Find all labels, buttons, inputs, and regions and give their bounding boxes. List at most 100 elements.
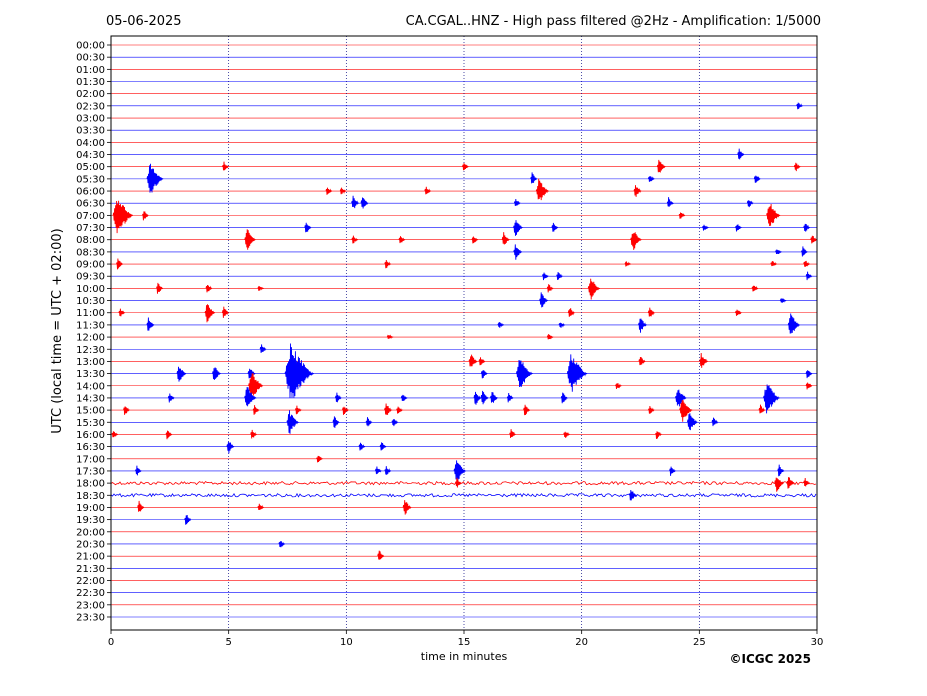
event-trace [751,285,759,292]
event-trace [222,161,229,171]
event-trace [259,344,267,354]
event-trace [497,322,504,328]
event-trace [567,308,575,317]
y-tick-label: 12:30 [76,345,105,356]
vertical-gridlines [228,36,700,630]
event-trace [679,400,693,422]
event-trace [226,441,235,454]
event-trace [774,477,784,492]
y-tick-label: 15:30 [76,418,105,429]
event-trace [379,442,387,451]
event-trace [221,306,229,318]
y-tick-label: 21:30 [76,564,105,575]
event-trace [735,224,742,232]
event-trace [453,460,466,480]
y-tick-label: 06:30 [76,199,105,210]
event-trace [666,197,674,207]
y-tick-label: 02:30 [76,101,105,112]
event-trace [358,442,366,451]
event-trace [244,229,256,250]
event-trace [468,354,478,367]
event-trace [165,430,173,440]
event-trace [212,367,221,380]
x-tick-label: 25 [693,637,706,648]
event-trace [377,550,385,560]
event-trace [156,175,163,183]
event-trace [244,386,257,407]
event-trace [176,366,187,382]
event-trace [304,222,312,233]
event-trace [424,186,431,195]
event-trace [535,178,549,201]
event-trace [286,410,299,434]
y-tick-label: 23:00 [76,600,105,611]
event-trace [775,249,782,255]
event-trace [530,172,538,184]
y-tick-label: 17:00 [76,454,105,465]
event-trace [257,285,264,291]
y-tick-label: 22:00 [76,576,105,587]
y-tick-label: 01:30 [76,77,105,88]
event-trace [156,282,163,294]
y-tick-label: 16:00 [76,430,105,441]
event-trace [248,373,264,397]
event-trace [252,405,260,415]
event-trace [786,477,795,489]
event-trace [316,455,323,463]
y-tick-label: 10:30 [76,296,105,307]
event-trace [615,383,622,389]
event-trace [675,389,687,407]
y-tick-label: 05:00 [76,162,105,173]
y-tick-label: 03:30 [76,126,105,137]
y-tick-label: 09:30 [76,272,105,283]
event-trace [539,292,548,308]
event-trace [638,318,647,333]
event-trace [805,271,813,281]
y-tick-label: 18:30 [76,491,105,502]
event-trace [560,392,568,404]
y-tick-label: 10:00 [76,284,105,295]
event-trace [509,429,516,439]
event-trace [556,271,563,280]
event-trace [523,404,531,416]
event-trace [805,370,813,379]
y-tick-label: 08:30 [76,247,105,258]
y-tick-label: 06:00 [76,187,105,198]
event-trace [365,417,373,427]
event-trace [669,466,676,476]
event-trace [763,384,780,414]
event-trace [462,163,469,171]
seismic-events [111,102,817,560]
y-tick-label: 22:30 [76,588,105,599]
x-tick-label: 30 [811,637,824,648]
y-tick-label: 07:00 [76,211,105,222]
chart-title: CA.CGAL..HNZ - High pass filtered @2Hz -… [406,14,821,29]
event-trace [655,431,662,439]
event-trace [184,514,192,525]
y-tick-label: 09:00 [76,260,105,271]
event-trace [563,431,570,438]
event-trace [471,236,479,244]
event-trace [587,278,601,300]
event-trace [384,466,391,475]
event-trace [766,203,781,227]
event-trace [624,261,631,267]
event-trace [656,159,666,173]
y-tick-label: 14:00 [76,381,105,392]
event-trace [398,236,406,244]
x-tick-label: 20 [575,637,588,648]
y-tick-label: 03:00 [76,114,105,125]
event-trace [351,235,359,244]
event-trace [325,187,333,195]
event-trace [123,406,130,415]
y-tick-label: 19:00 [76,503,105,514]
y-tick-label: 20:00 [76,527,105,538]
event-trace [480,370,488,379]
y-tick-label: 04:30 [76,150,105,161]
event-trace [400,394,408,401]
event-trace [384,403,392,415]
event-trace [810,235,817,244]
x-tick-label: 10 [340,637,353,648]
